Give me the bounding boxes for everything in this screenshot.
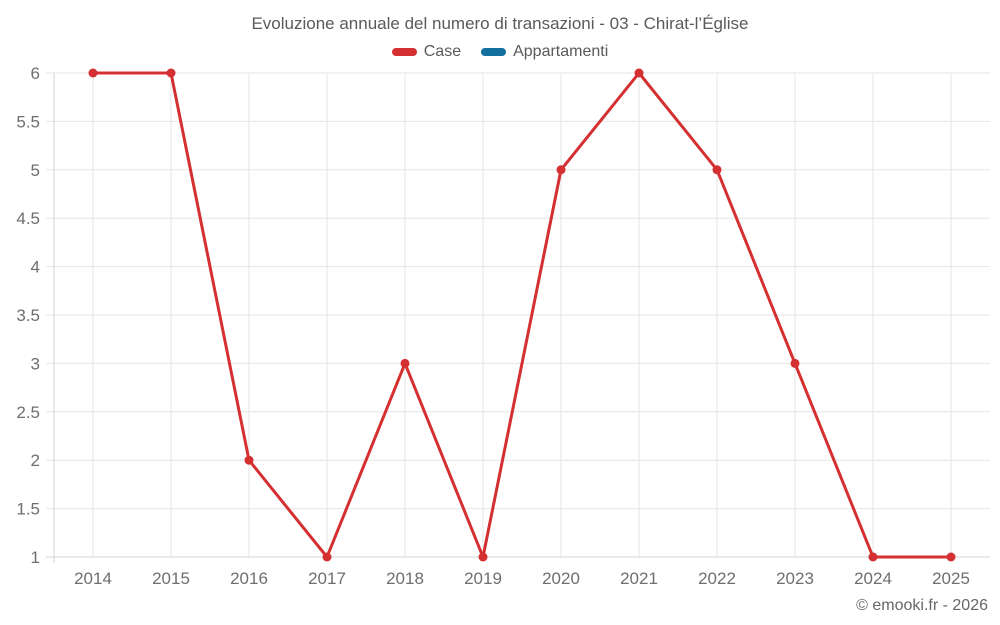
y-axis-tick-label: 3: [31, 354, 40, 373]
case-data-point: [166, 68, 176, 78]
case-series-line: [91, 71, 953, 559]
case-data-point: [478, 552, 488, 562]
x-axis-tick-label: 2023: [776, 569, 814, 588]
y-axis-tick-label: 1.5: [16, 500, 40, 519]
chart-header: Evoluzione annuale del numero di transaz…: [0, 0, 1000, 61]
x-axis-tick-label: 2022: [698, 569, 736, 588]
x-axis-tick-label: 2020: [542, 569, 580, 588]
x-axis-tick-label: 2021: [620, 569, 658, 588]
x-axis-tick-label: 2014: [74, 569, 112, 588]
legend-item-case[interactable]: Case: [391, 43, 462, 61]
copyright-credit-link[interactable]: © emooki.fr - 2026: [856, 597, 988, 614]
x-axis-tick-label: 2016: [230, 569, 268, 588]
y-axis-tick-label: 2: [31, 451, 40, 470]
chart-title: Evoluzione annuale del numero di transaz…: [251, 14, 749, 33]
x-axis-tick-label: 2025: [932, 569, 970, 588]
legend-label-case: Case: [423, 43, 462, 60]
y-axis-tick-label: 4.5: [16, 209, 40, 228]
y-axis-tick-label: 1: [31, 548, 40, 567]
case-data-point: [634, 68, 644, 78]
x-axis-tick-label: 2017: [308, 569, 346, 588]
y-axis-tick-label: 4: [31, 258, 40, 277]
y-axis-tick-label: 3.5: [16, 306, 40, 325]
y-axis-tick-label: 5: [31, 161, 40, 180]
appartamenti-series-swatch-icon: [481, 48, 507, 56]
y-axis-tick-label: 6: [31, 64, 40, 83]
case-series-swatch-icon: [391, 48, 417, 56]
x-axis-tick-label: 2019: [464, 569, 502, 588]
case-data-point: [400, 358, 410, 368]
x-axis-tick-label: 2024: [854, 569, 892, 588]
y-axis-tick-label: 2.5: [16, 403, 40, 422]
legend-label-appartamenti: Appartamenti: [513, 43, 609, 60]
chart-legend: Case Appartamenti: [0, 43, 1000, 61]
case-data-point: [88, 68, 98, 78]
case-data-point: [790, 358, 800, 368]
x-axis-tick-label: 2015: [152, 569, 190, 588]
case-data-point: [946, 552, 956, 562]
x-axis-tick-label: 2018: [386, 569, 424, 588]
y-axis-tick-label: 5.5: [16, 112, 40, 131]
case-data-point: [244, 455, 254, 465]
case-data-point: [556, 165, 566, 175]
case-data-point: [712, 165, 722, 175]
legend-item-appartamenti[interactable]: Appartamenti: [481, 43, 608, 61]
case-data-point: [322, 552, 332, 562]
case-data-point: [868, 552, 878, 562]
